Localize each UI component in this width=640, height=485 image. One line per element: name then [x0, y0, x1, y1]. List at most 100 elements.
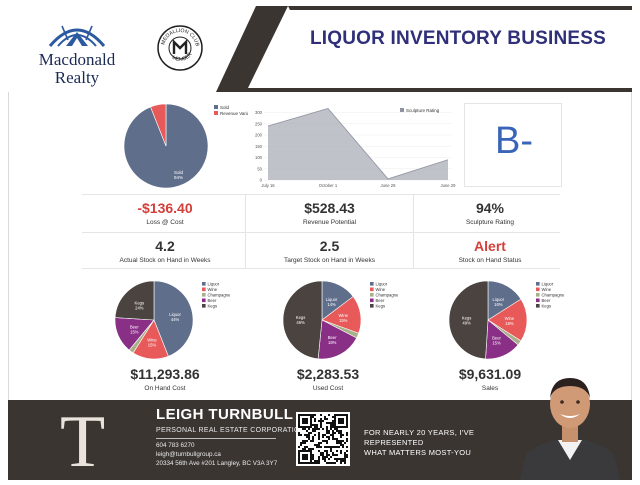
- legend-swatch: [202, 287, 206, 292]
- divider: [82, 232, 560, 233]
- divider: [156, 438, 276, 439]
- sales-value: $9,631.09: [458, 366, 522, 382]
- y-tick-label: 150: [255, 144, 263, 149]
- pie-slice-pct: 15%: [492, 341, 501, 346]
- pie2-slice-4: [448, 280, 489, 360]
- pie0-slice-4: [114, 280, 155, 321]
- legend-label: Beer: [208, 298, 217, 303]
- agent-initial-logo: T: [60, 401, 106, 483]
- sales-label: Sales: [481, 385, 499, 392]
- pie-slice-pct: 94%: [174, 175, 183, 180]
- divider: [245, 194, 246, 268]
- y-tick-label: 100: [255, 155, 263, 160]
- macdonald-realty-logo: Macdonald Realty: [28, 16, 126, 88]
- svg-text:MEMBER: MEMBER: [171, 52, 194, 63]
- agent-photo: [520, 378, 620, 480]
- legend-swatch: [202, 293, 206, 297]
- legend-label: Champagne: [208, 292, 231, 297]
- used-cost-pie-chart: Liquor14%Wine15%Beer18%Kegs46%LiquorWine…: [282, 280, 399, 360]
- pie1-slice-4: [282, 280, 323, 360]
- legend-label: Kegs: [376, 303, 386, 308]
- agent-email: leigh@turnbullgroup.ca: [156, 451, 221, 458]
- metric-value: $528.43: [304, 200, 355, 216]
- pie-slice-pct: 15%: [339, 318, 348, 323]
- area-series-line: [267, 107, 449, 180]
- pie-slice-label: Sold: [174, 170, 184, 175]
- legend-label: Champagne: [542, 292, 565, 297]
- legend-label: Wine: [542, 287, 552, 292]
- tagline-line2: WHAT MATTERS MOST-YOU: [364, 448, 472, 457]
- metric-label: Revenue Potential: [302, 219, 357, 226]
- divider: [82, 194, 560, 195]
- legend-swatch: [400, 108, 404, 112]
- legend-label: Sculpture Rating: [406, 108, 440, 113]
- x-tick-label: October 1: [319, 183, 338, 188]
- pie-slice-pct: 24%: [135, 305, 144, 310]
- legend-swatch: [202, 282, 206, 286]
- page-title: LIQUOR INVENTORY BUSINESS: [309, 28, 607, 49]
- x-tick-label: June 29: [441, 183, 457, 188]
- pie-slice-pct: 15%: [130, 330, 139, 335]
- legend-swatch: [536, 282, 540, 286]
- on-hand-cost-value: $11,293.86: [130, 366, 200, 382]
- metric-label: Target Stock on Hand in Weeks: [284, 257, 375, 264]
- pie-slice-label: Beer: [130, 325, 139, 330]
- pie2-slice-1: [487, 298, 528, 342]
- metric-label: Sculpture Rating: [465, 219, 515, 226]
- pie-slice-label: Liquor: [169, 312, 181, 317]
- metric-revenue-potential: $528.43 Revenue Potential: [252, 200, 407, 226]
- legend-swatch: [202, 298, 206, 303]
- y-tick-label: 0: [260, 178, 263, 183]
- house-roof-icon: [48, 25, 106, 47]
- pie-slice-pct: 44%: [171, 317, 180, 322]
- sales-pie-chart: Liquor16%Wine18%Beer15%Kegs49%LiquorWine…: [448, 280, 565, 360]
- legend-label: Liquor: [376, 281, 388, 286]
- legend-swatch: [214, 105, 218, 109]
- legend-swatch: [536, 304, 540, 308]
- y-tick-label: 300: [255, 110, 263, 115]
- metric-label: Loss @ Cost: [146, 219, 184, 226]
- on-hand-cost-label: On Hand Cost: [144, 385, 186, 392]
- pie-slice-pct: 15%: [148, 342, 157, 347]
- header-angled-band: [216, 6, 632, 92]
- grade-value: B-: [495, 120, 533, 162]
- legend-swatch: [370, 287, 374, 292]
- metric-value: -$136.40: [137, 200, 193, 216]
- metric-label: Actual Stock on Hand in Weeks: [119, 257, 211, 264]
- header: Macdonald Realty MEDALLION CLUB MEMBER L…: [8, 6, 632, 92]
- metric-stock-status: Alert Stock on Hand Status: [420, 238, 560, 264]
- metric-value: Alert: [474, 238, 506, 254]
- divider: [413, 194, 414, 268]
- pie-slice-pct: 49%: [462, 320, 471, 325]
- sculpture-rating-area-chart: 0 50 100 150 200 250 300 July 16 October 1 June 2…: [255, 107, 457, 188]
- legend-label: Beer: [542, 298, 551, 303]
- legend-swatch: [536, 287, 540, 292]
- x-tick-label: June 29: [381, 183, 397, 188]
- legend-label: Revenue Variance: [220, 111, 248, 116]
- pie1-slice-3: [317, 319, 358, 360]
- legend-swatch: [370, 304, 374, 308]
- legend-label: Sold: [220, 105, 230, 110]
- pie-slice-pct: 14%: [327, 302, 336, 307]
- metric-value: 2.5: [319, 238, 340, 254]
- legend-label: Beer: [376, 298, 385, 303]
- pie-slice-label: Kegs: [135, 300, 145, 305]
- used-cost-label: Used Cost: [312, 385, 344, 392]
- metric-sculpture-rating: 94% Sculpture Rating: [420, 200, 560, 226]
- pie0-slice-0: [153, 280, 194, 357]
- on-hand-cost-pie-chart: Liquor44%Wine15%Beer15%Kegs24%LiquorWine…: [114, 280, 231, 360]
- metric-target-stock-weeks: 2.5 Target Stock on Hand in Weeks: [252, 238, 407, 264]
- qr-code-icon: [296, 412, 350, 466]
- y-tick-label: 200: [255, 133, 263, 138]
- dashboard-frame: [8, 92, 632, 400]
- legend-label: Liquor: [542, 281, 554, 286]
- agent-phone: 604 783 6270: [156, 442, 195, 449]
- legend-label: Liquor: [208, 281, 220, 286]
- metric-value: 94%: [475, 200, 505, 216]
- sold-pie-slice-1: [150, 103, 167, 147]
- y-tick-label: 50: [257, 166, 262, 171]
- y-tick-label: 250: [255, 121, 263, 126]
- legend-swatch: [214, 111, 218, 115]
- pie-slice-label: Kegs: [462, 315, 472, 320]
